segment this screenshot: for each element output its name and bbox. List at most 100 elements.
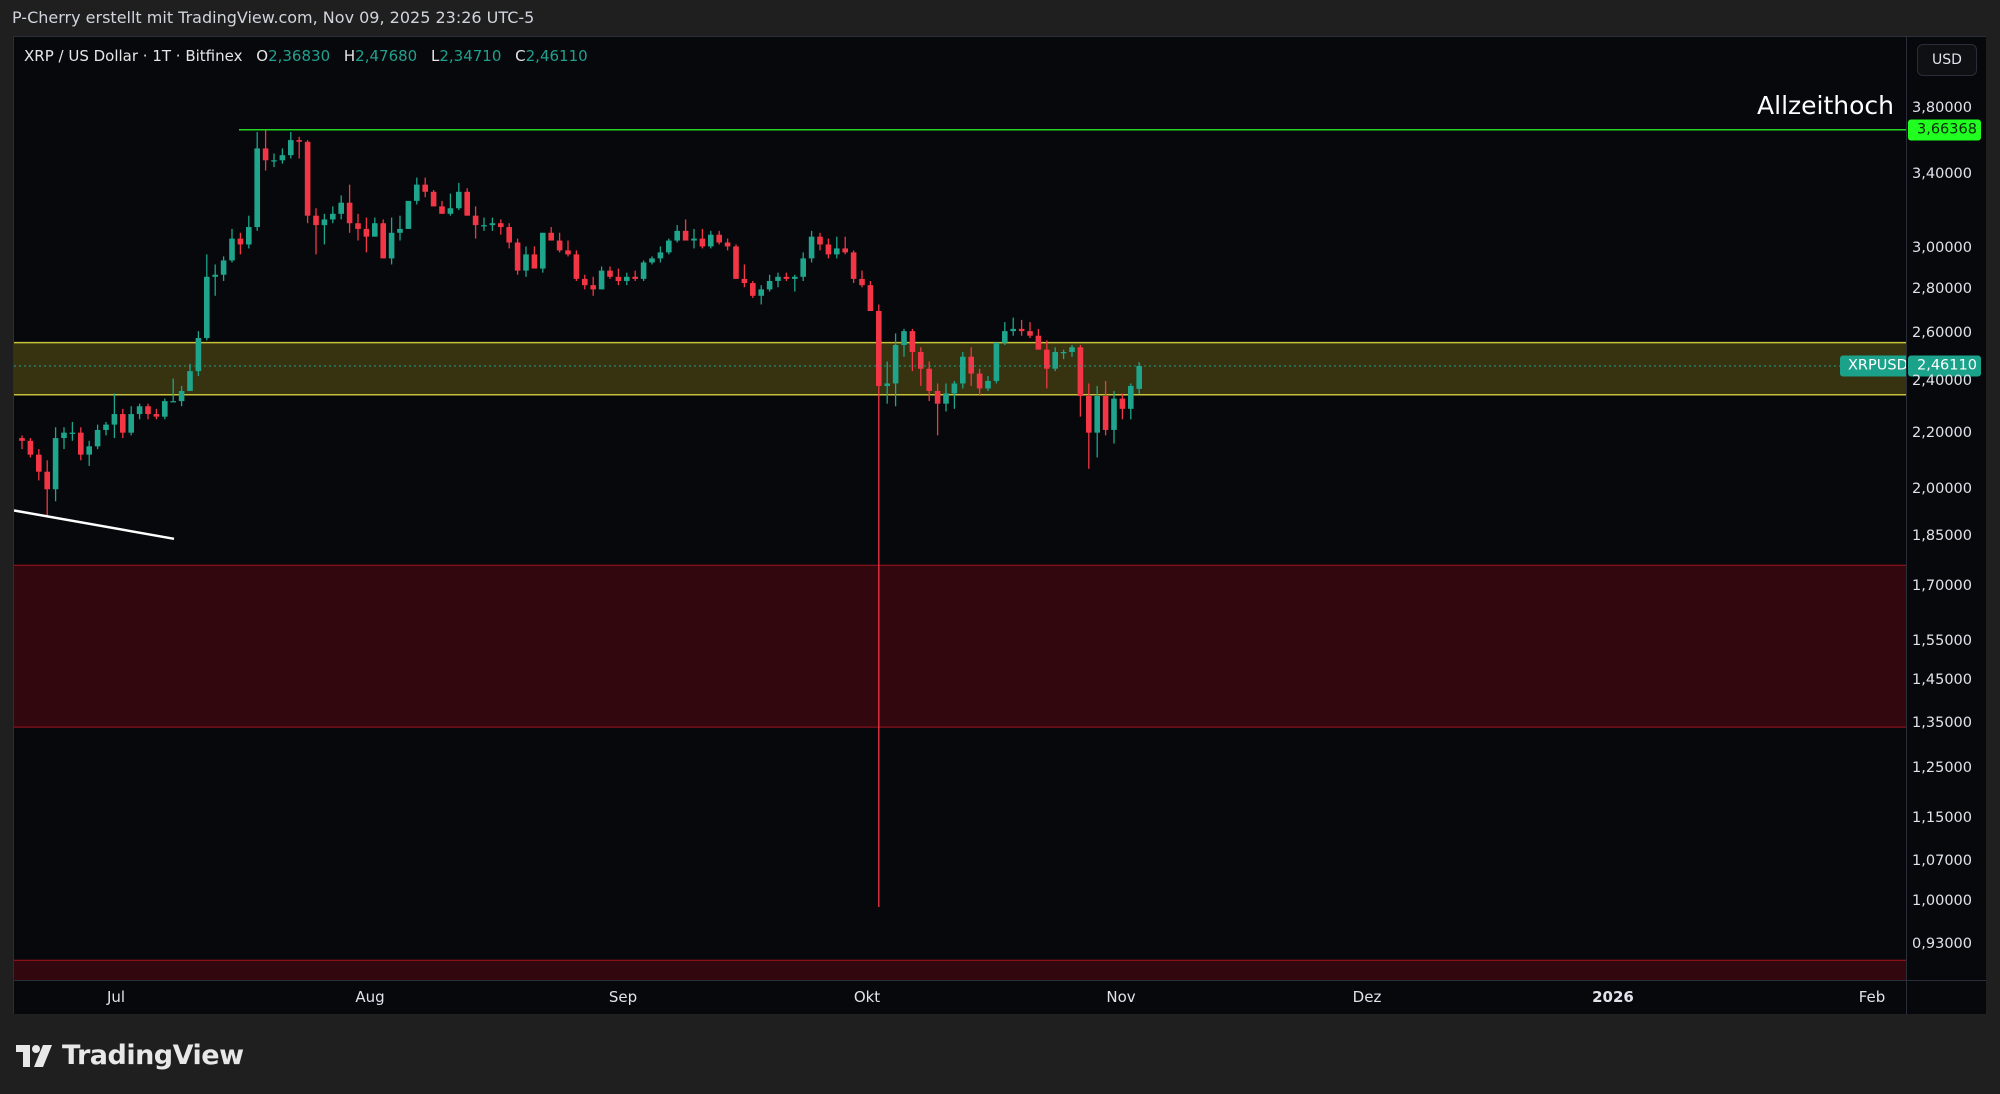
- price-tick: 1,45000: [1912, 672, 1972, 689]
- candle-body: [1010, 328, 1016, 332]
- candle-body: [1128, 385, 1134, 409]
- candle-body: [632, 276, 638, 279]
- price-tick: 3,80000: [1912, 100, 1972, 116]
- candle-body: [850, 252, 857, 279]
- candle-body: [724, 242, 731, 247]
- symbol-legend: XRP / US Dollar · 1T · Bitfinex O2,36830…: [24, 47, 588, 65]
- candle-body: [380, 223, 386, 259]
- candle-body: [397, 228, 403, 233]
- candle-body: [842, 248, 848, 253]
- candle-body: [1094, 396, 1100, 433]
- candle-body: [36, 454, 42, 472]
- symbol-price-tag: XRPUSD: [1840, 355, 1906, 377]
- price-tick: 3,40000: [1912, 166, 1972, 183]
- chart-attribution: P-Cherry erstellt mit TradingView.com, N…: [12, 8, 535, 27]
- candle-body: [884, 383, 890, 386]
- candle-body: [993, 342, 1000, 381]
- candle-body: [540, 232, 546, 269]
- candle-body: [531, 254, 538, 269]
- candle-body: [355, 223, 361, 229]
- candle-body: [187, 371, 193, 391]
- candle-body: [783, 276, 790, 279]
- symbol-info[interactable]: XRP / US Dollar · 1T · Bitfinex: [24, 47, 243, 65]
- candle-body: [582, 278, 588, 286]
- candle-body: [170, 401, 176, 403]
- candle-body: [590, 285, 596, 290]
- price-tick: 1,85000: [1912, 527, 1972, 544]
- tradingview-logo: TradingView: [16, 1040, 244, 1071]
- candle-body: [178, 390, 185, 402]
- price-axis[interactable]: USD 3,66368 2,46110 3,80000 3,40000 3,0000…: [1906, 37, 1986, 980]
- candle-body: [934, 390, 941, 404]
- candle-body: [212, 274, 218, 277]
- candle-body: [296, 140, 302, 142]
- candle-body: [229, 238, 235, 261]
- candle-body: [514, 242, 521, 271]
- candlestick-chart[interactable]: [14, 37, 1906, 980]
- high-value: 2,47680: [355, 47, 418, 65]
- high-key: H: [343, 47, 356, 65]
- time-label: Dez: [1352, 988, 1382, 1006]
- candle-body: [607, 270, 613, 277]
- candle-body: [439, 206, 445, 214]
- candle-body: [733, 246, 739, 279]
- price-tick: 1,15000: [1912, 809, 1972, 826]
- candle-body: [1136, 366, 1142, 389]
- candle-body: [288, 140, 294, 156]
- time-label: Aug: [355, 988, 385, 1006]
- candle-body: [489, 223, 496, 226]
- candle-body: [44, 471, 50, 490]
- candle-body: [321, 219, 328, 226]
- candle-body: [699, 238, 706, 247]
- candle-body: [304, 141, 311, 216]
- candle-body: [976, 373, 983, 389]
- candle-body: [498, 223, 504, 228]
- tradingview-logo-icon: [16, 1044, 52, 1067]
- price-pane[interactable]: XRP / US Dollar · 1T · Bitfinex O2,36830…: [14, 37, 1906, 980]
- candle-body: [61, 432, 67, 439]
- currency-selector[interactable]: USD: [1917, 44, 1977, 76]
- candle-body: [909, 331, 916, 352]
- candle-body: [145, 406, 151, 415]
- candle-body: [834, 248, 840, 255]
- candle-body: [94, 429, 101, 447]
- price-tick: 1,70000: [1912, 577, 1972, 594]
- candle-body: [246, 227, 252, 245]
- candle-body: [624, 276, 630, 281]
- red-zone-upper: [14, 565, 1906, 728]
- candle-body: [960, 356, 966, 384]
- candle-body: [1035, 335, 1042, 350]
- price-tick: 2,20000: [1912, 424, 1972, 441]
- candle-body: [456, 191, 462, 209]
- candle-body: [279, 155, 286, 161]
- candle-body: [926, 368, 932, 391]
- ath-annotation[interactable]: Allzeithoch: [1757, 91, 1894, 120]
- candle-body: [464, 191, 470, 216]
- price-tick: 1,25000: [1912, 760, 1972, 777]
- candle-body: [985, 380, 991, 389]
- candle-body: [346, 202, 353, 224]
- candle-body: [430, 191, 437, 207]
- candle-body: [153, 414, 160, 417]
- candle-body: [640, 262, 647, 279]
- candle-body: [708, 234, 714, 247]
- candle-body: [422, 184, 428, 192]
- candle-body: [271, 160, 277, 162]
- price-tick: 2,40000: [1912, 372, 1972, 389]
- candle-body: [111, 414, 118, 425]
- candle-body: [447, 208, 454, 214]
- candle-body: [262, 148, 269, 161]
- open-value: 2,36830: [268, 47, 331, 65]
- candle-body: [405, 200, 412, 229]
- candle-body: [237, 238, 244, 245]
- close-value: 2,46110: [525, 47, 588, 65]
- candle-body: [19, 438, 25, 441]
- candle-body: [649, 258, 655, 263]
- candle-body: [1044, 349, 1050, 369]
- price-tick: 1,00000: [1912, 893, 1972, 909]
- time-axis[interactable]: Jul Aug Sep Okt Nov Dez 2026 Feb: [14, 980, 1906, 1014]
- candle-body: [313, 215, 319, 226]
- axis-corner: [1906, 980, 1986, 1014]
- candle-body: [523, 254, 529, 271]
- candle-body: [1086, 396, 1092, 433]
